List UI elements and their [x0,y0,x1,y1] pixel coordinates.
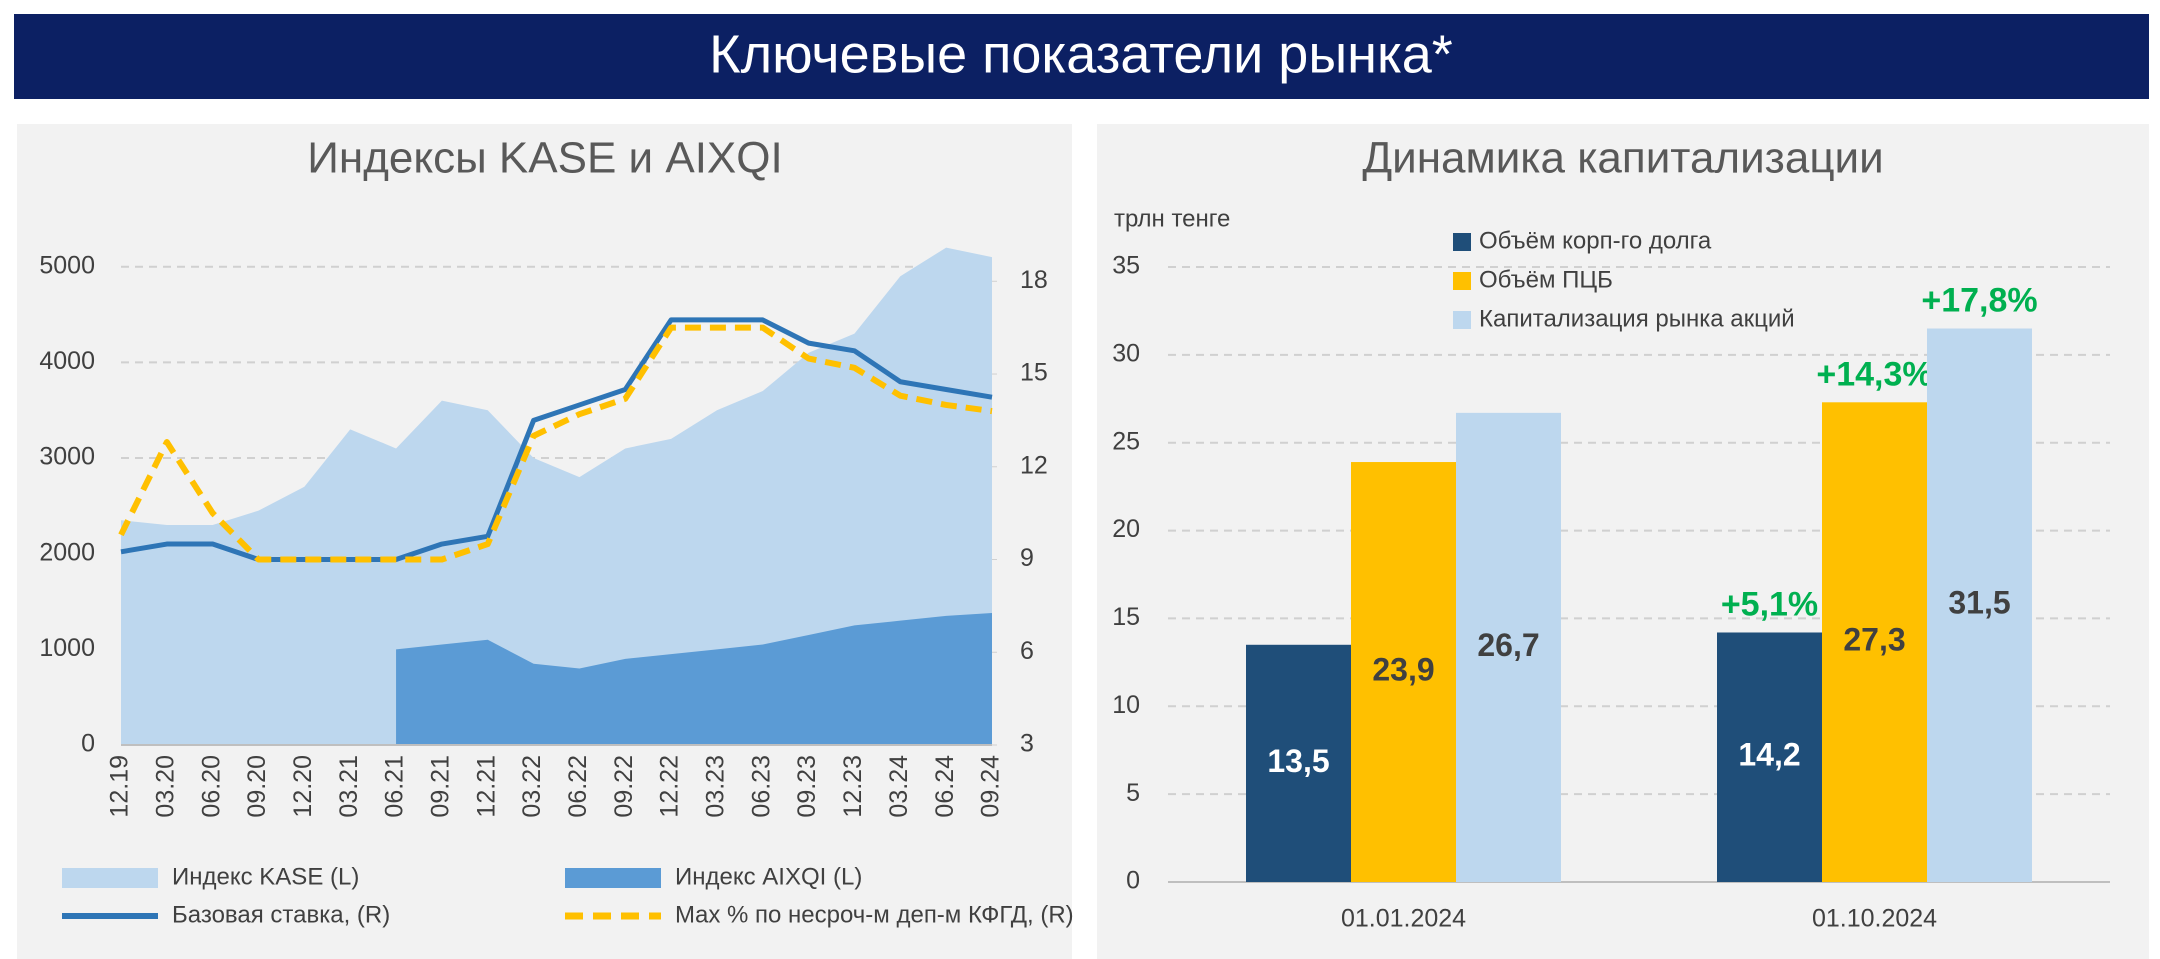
area [396,612,993,745]
x-tick-label: 09.21 [427,755,455,818]
x-tick-label: 12.19 [106,755,134,818]
y2-tick-label: 15 [1020,359,1048,387]
legend-swatch [1453,272,1471,290]
y2-tick-label: 6 [1020,637,1034,665]
line [118,324,993,563]
x-tick-label: 09.20 [243,755,271,818]
legend-label: Объём корп-го долга [1479,227,1712,254]
y-tick-label: 20 [1112,515,1140,543]
y-tick-label: 15 [1112,603,1140,631]
header-title: Ключевые показатели рынка* [709,24,1453,84]
value-label: 14,2 [1738,737,1800,773]
header-bar [14,14,2149,99]
value-label: 31,5 [1948,585,2010,621]
value-label: 23,9 [1372,651,1434,687]
y-tick-label: 5000 [39,251,95,279]
y-tick-label: 3000 [39,443,95,471]
x-tick-label: 03.22 [518,755,546,818]
legend-label: Индекс KASE (L) [172,863,359,890]
y-tick-label: 1000 [39,634,95,662]
legend-label: Индекс AIXQI (L) [675,863,862,890]
legend-label: Капитализация рынка акций [1479,305,1795,332]
x-tick-label: 06.23 [747,755,775,818]
area [121,247,992,745]
value-label: 27,3 [1843,622,1905,658]
bar [1717,632,1822,882]
bar [1246,644,1351,882]
y-tick-label: 0 [1126,867,1140,895]
x-tick-label: 12.22 [656,755,684,818]
x-tick-label: 01.01.2024 [1341,905,1466,933]
y-tick-label: 0 [81,730,95,758]
bar [1927,328,2032,882]
x-tick-label: 03.23 [702,755,730,818]
y2-tick-label: 12 [1020,451,1048,479]
change-label: +14,3% [1816,355,1932,393]
legend-label: Базовая ставка, (R) [172,901,390,928]
legend-swatch [565,868,661,888]
y2-tick-label: 9 [1020,544,1034,572]
chart-title: Динамика капитализации [1362,134,1883,183]
x-tick-label: 09.24 [977,755,1005,818]
chart-title: Индексы KASE и AIXQI [307,134,782,183]
x-tick-label: 03.21 [335,755,363,818]
x-tick-label: 12.23 [839,755,867,818]
x-tick-label: 06.22 [564,755,592,818]
legend-label: Объём ПЦБ [1479,266,1613,293]
x-tick-label: 06.21 [381,755,409,818]
y-tick-label: 35 [1112,252,1140,280]
legend-swatch [62,868,158,888]
x-tick-label: 09.23 [793,755,821,818]
value-label: 13,5 [1267,743,1329,779]
x-tick-label: 12.21 [472,755,500,818]
y-axis-label: трлн тенге [1114,205,1230,232]
x-tick-label: 06.20 [197,755,225,818]
y-tick-label: 25 [1112,427,1140,455]
y-tick-label: 4000 [39,347,95,375]
value-label: 26,7 [1477,627,1539,663]
legend-swatch [1453,311,1471,329]
x-tick-label: 09.22 [610,755,638,818]
change-label: +17,8% [1921,281,2037,319]
y2-tick-label: 18 [1020,266,1048,294]
bar [1456,412,1561,882]
x-tick-label: 03.20 [151,755,179,818]
bar [1351,462,1456,882]
y-tick-label: 5 [1126,779,1140,807]
y-tick-label: 2000 [39,538,95,566]
y-tick-label: 10 [1112,691,1140,719]
y-tick-label: 30 [1112,339,1140,367]
legend-swatch [1453,233,1471,251]
x-tick-label: 03.24 [885,755,913,818]
legend-label: Max % по несроч-м деп-м КФГД, (R) [675,901,1074,928]
x-tick-label: 12.20 [289,755,317,818]
x-tick-label: 06.24 [931,755,959,818]
bar [1822,402,1927,882]
x-tick-label: 01.10.2024 [1812,905,1937,933]
y2-tick-label: 3 [1020,730,1034,758]
change-label: +5,1% [1721,585,1818,623]
